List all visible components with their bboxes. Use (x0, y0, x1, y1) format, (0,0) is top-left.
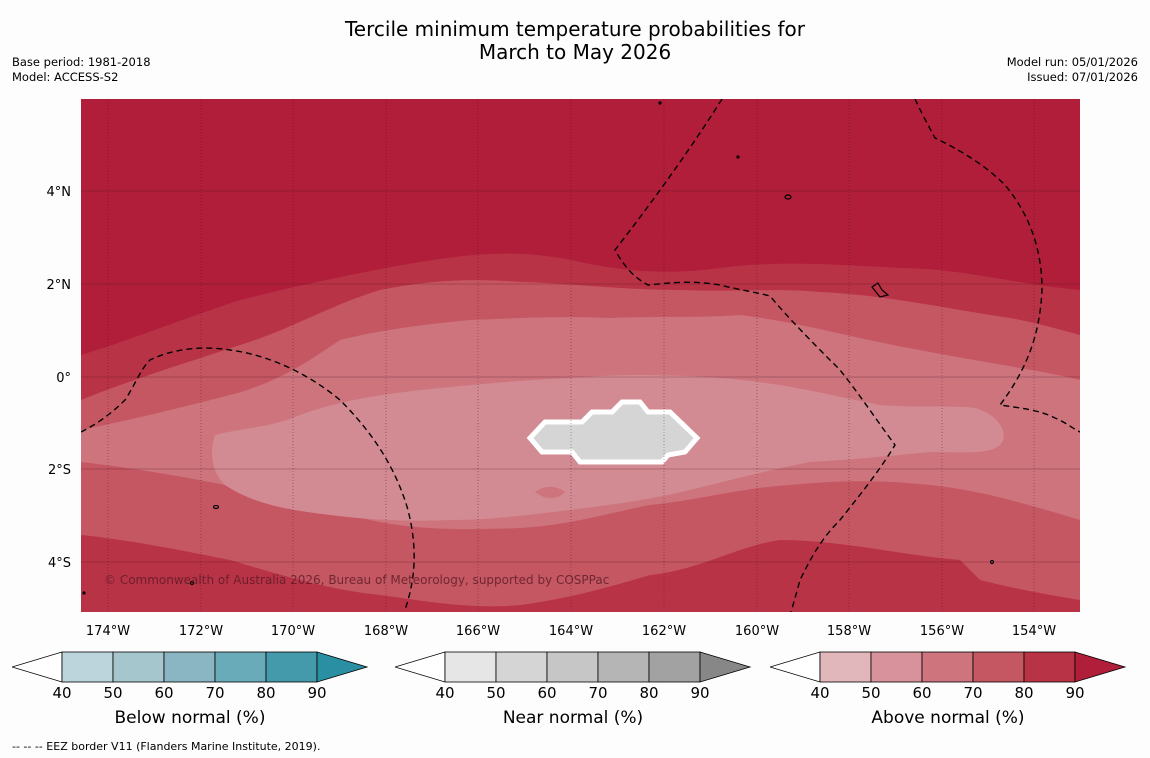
colorbar-tick-label: 50 (103, 684, 122, 702)
colorbar-tick-label: 70 (205, 684, 224, 702)
lat-label-2n: 2°N (47, 278, 72, 293)
lat-label-4n: 4°N (47, 185, 72, 200)
island-6 (189, 580, 195, 586)
colorbar-near-label: Near normal (%) (502, 708, 644, 728)
colorbar-segment (648, 651, 701, 683)
island-4 (736, 155, 740, 159)
colorbar-above: 40 50 60 70 80 90 (770, 650, 1130, 702)
colorbar-above-label: Above normal (%) (871, 708, 1025, 728)
colorbar-below-label: Below normal (%) (114, 708, 266, 728)
meta-right: Model run: 05/01/2026 Issued: 07/01/2026 (1007, 55, 1138, 85)
colorbar-tick-label: 90 (690, 684, 709, 702)
colorbar-segment (112, 651, 165, 683)
lon-label-174w: 174°W (86, 624, 130, 639)
colorbar-segment (597, 651, 650, 683)
title-line-1: Tercile minimum temperature probabilitie… (344, 17, 806, 41)
chart-title: Tercile minimum temperature probabilitie… (0, 18, 1150, 64)
eez-borders (81, 99, 1080, 612)
colorbar-segment (1023, 651, 1076, 683)
colorbar-segment (265, 651, 318, 683)
map-fill: © Commonwealth of Australia 2026, Bureau… (81, 99, 1080, 612)
colorbar-segment (163, 651, 216, 683)
colorbar-segment (819, 651, 872, 683)
lon-label-156w: 156°W (920, 624, 964, 639)
colorbar-left-arrow (395, 651, 446, 683)
colorbar-tick-label: 40 (435, 684, 454, 702)
title-line-2: March to May 2026 (478, 40, 672, 64)
colorbar-segment (546, 651, 599, 683)
lon-label-166w: 166°W (456, 624, 500, 639)
island-1 (784, 194, 792, 200)
colorbar-left-arrow (12, 651, 63, 683)
lon-label-154w: 154°W (1012, 624, 1056, 639)
colorbar-segment (921, 651, 974, 683)
island-kiritimati (871, 282, 890, 298)
colorbar-above-svg: 40 50 60 70 80 90 (770, 651, 1127, 702)
near-normal-region (526, 399, 701, 465)
colorbar-right-arrow (699, 651, 752, 683)
base-period-text: Base period: 1981-2018 (12, 55, 151, 69)
colorbar-tick-label: 90 (307, 684, 326, 702)
model-text: Model: ACCESS-S2 (12, 70, 119, 84)
lon-labels: 174°W 172°W 170°W 168°W 166°W 164°W 162°… (86, 624, 1056, 639)
colorbar-tick-label: 40 (810, 684, 829, 702)
colorbar-segment (495, 651, 548, 683)
island-7 (82, 591, 86, 595)
colorbar-tick-label: 90 (1065, 684, 1084, 702)
copyright-text: © Commonwealth of Australia 2026, Bureau… (104, 573, 609, 587)
model-run-text: Model run: 05/01/2026 (1006, 55, 1138, 69)
colorbar-tick-label: 80 (256, 684, 275, 702)
band-60-spot (535, 486, 565, 499)
probability-map: © Commonwealth of Australia 2026, Bureau… (47, 99, 1080, 639)
colorbar-segment (61, 651, 114, 683)
islands (82, 101, 995, 595)
colorbar-right-arrow (1074, 651, 1127, 683)
lon-label-162w: 162°W (642, 624, 686, 639)
colorbar-left-arrow (770, 651, 821, 683)
lat-label-4s: 4°S (48, 556, 71, 571)
lon-label-170w: 170°W (271, 624, 315, 639)
colorbar-tick-label: 50 (861, 684, 880, 702)
colorbar-tick-label: 60 (537, 684, 556, 702)
colorbar-near: 40 50 60 70 80 90 (395, 650, 755, 702)
lat-labels: 4°N 2°N 0° 2°S 4°S (47, 185, 72, 571)
issued-text: Issued: 07/01/2026 (1027, 70, 1138, 84)
colorbar-tick-label: 50 (486, 684, 505, 702)
colorbar-tick-label: 80 (1014, 684, 1033, 702)
island-5 (658, 101, 662, 105)
island-2 (212, 504, 220, 510)
lon-label-172w: 172°W (179, 624, 223, 639)
eez-footnote: -- -- -- EEZ border V11 (Flanders Marine… (12, 740, 321, 753)
eez-border-kiribati-line (81, 347, 415, 611)
colorbar-segment (444, 651, 497, 683)
colorbar-segment (870, 651, 923, 683)
colorbar-tick-label: 60 (154, 684, 173, 702)
meta-left: Base period: 1981-2018 Model: ACCESS-S2 (12, 55, 151, 85)
colorbar-tick-label: 60 (912, 684, 931, 702)
graticule-lat (81, 190, 1080, 563)
colorbar-right-arrow (316, 651, 369, 683)
lon-label-168w: 168°W (364, 624, 408, 639)
lon-label-164w: 164°W (549, 624, 593, 639)
colorbar-near-svg: 40 50 60 70 80 90 (395, 651, 752, 702)
colorbar-segment (214, 651, 267, 683)
lon-label-158w: 158°W (827, 624, 871, 639)
lon-label-160w: 160°W (735, 624, 779, 639)
lat-label-0: 0° (56, 371, 71, 386)
lat-label-2s: 2°S (48, 463, 71, 478)
colorbar-below-svg: 40 50 60 70 80 90 (12, 651, 369, 702)
colorbar-tick-label: 70 (588, 684, 607, 702)
colorbar-segment (972, 651, 1025, 683)
colorbar-below: 40 50 60 70 80 90 (12, 650, 372, 702)
colorbar-tick-label: 70 (963, 684, 982, 702)
colorbar-tick-label: 40 (52, 684, 71, 702)
eez-border-line-islands (914, 99, 1080, 433)
colorbar-tick-label: 80 (639, 684, 658, 702)
